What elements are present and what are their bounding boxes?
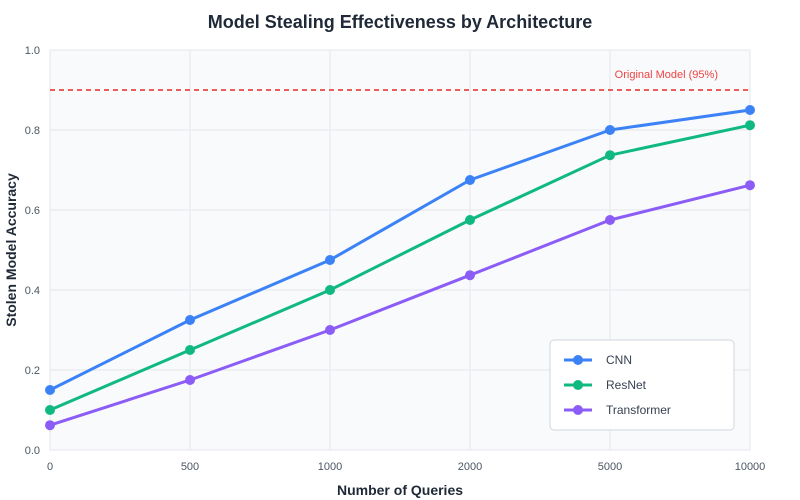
series-group <box>45 105 755 431</box>
y-tick-label: 1.0 <box>25 45 40 57</box>
x-tick-label: 2000 <box>458 461 482 473</box>
reference-line-label: Original Model (95%) <box>615 69 718 81</box>
legend-label: ResNet <box>606 378 647 392</box>
x-tick-label: 0 <box>47 461 53 473</box>
data-point-cnn <box>45 385 55 395</box>
data-point-transformer <box>605 215 615 225</box>
legend-swatch-marker <box>573 380 583 390</box>
data-point-transformer <box>745 180 755 191</box>
chart-title: Model Stealing Effectiveness by Architec… <box>208 12 592 32</box>
y-tick-label: 0.0 <box>25 445 40 457</box>
series-line-transformer <box>49 183 751 427</box>
grid <box>49 49 751 451</box>
data-point-cnn <box>745 105 755 115</box>
x-tick-label: 1000 <box>318 461 342 473</box>
y-tick-label: 0.4 <box>25 285 40 297</box>
data-point-resnet <box>605 150 615 161</box>
data-point-transformer <box>185 375 195 385</box>
data-point-resnet <box>465 215 475 225</box>
tick-labels: 0.0 0.2 0.4 0.6 0.8 1.0 0 500 1000 2000 5000 10000 <box>25 45 766 473</box>
data-point-resnet <box>745 120 755 131</box>
data-point-cnn <box>185 315 195 325</box>
data-point-resnet <box>325 285 335 295</box>
legend-label: Transformer <box>606 403 671 417</box>
data-point-transformer <box>465 270 475 281</box>
data-point-resnet <box>45 405 55 415</box>
legend-swatch-marker <box>573 355 583 365</box>
reference-line-group: Original Model (95%) <box>50 69 750 91</box>
series-line-resnet <box>49 123 751 412</box>
legend-box <box>549 339 735 431</box>
y-axis-title: Stolen Model Accuracy <box>3 173 19 327</box>
y-tick-label: 0.8 <box>25 125 40 137</box>
y-tick-label: 0.6 <box>25 205 40 217</box>
x-tick-label: 500 <box>181 461 199 473</box>
data-point-cnn <box>605 125 615 135</box>
data-point-cnn <box>465 175 475 185</box>
x-tick-label: 5000 <box>598 461 622 473</box>
legend: CNN ResNet Transformer <box>549 339 735 431</box>
data-point-transformer <box>45 420 55 431</box>
series-line-cnn <box>49 108 751 392</box>
data-point-transformer <box>325 325 335 335</box>
data-point-cnn <box>325 255 335 265</box>
y-tick-label: 0.2 <box>25 365 40 377</box>
x-axis-title: Number of Queries <box>337 482 463 498</box>
legend-swatch-marker <box>573 405 583 415</box>
x-tick-label: 10000 <box>735 461 766 473</box>
legend-label: CNN <box>606 353 632 367</box>
data-point-resnet <box>185 345 195 355</box>
